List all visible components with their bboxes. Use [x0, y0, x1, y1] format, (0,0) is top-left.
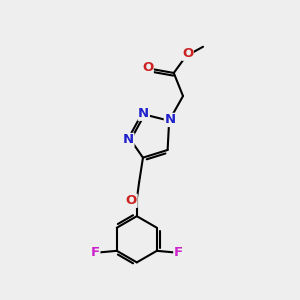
- Text: N: N: [164, 113, 175, 126]
- Text: O: O: [126, 194, 137, 207]
- Text: F: F: [174, 246, 183, 259]
- Text: N: N: [138, 107, 149, 120]
- Text: N: N: [123, 134, 134, 146]
- Text: O: O: [182, 47, 193, 60]
- Text: O: O: [142, 61, 153, 74]
- Text: F: F: [91, 246, 100, 259]
